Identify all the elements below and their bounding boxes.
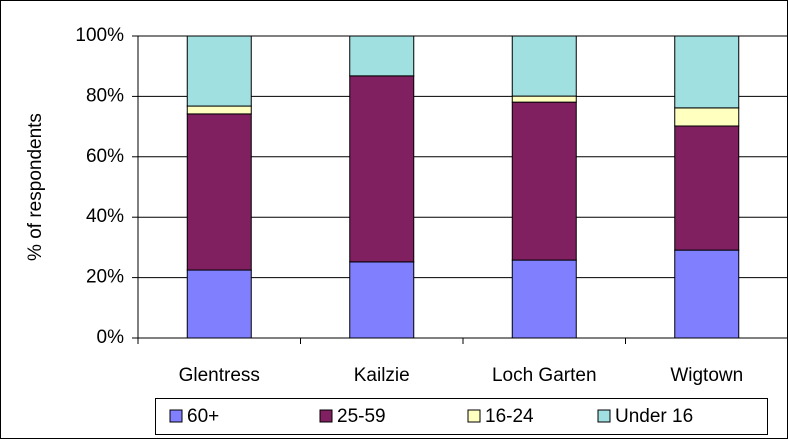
- x-tick-label: Glentress: [179, 365, 260, 386]
- bar-segment: [511, 101, 577, 261]
- x-tick-label: Kailzie: [354, 365, 410, 386]
- bar-segment: [511, 35, 577, 97]
- y-axis-label: % of respondents: [25, 113, 46, 261]
- legend-swatch: [467, 409, 481, 423]
- legend-label: 16-24: [485, 406, 534, 427]
- legend-swatch: [319, 409, 333, 423]
- legend-swatch: [597, 409, 611, 423]
- legend-label: 60+: [187, 406, 219, 427]
- y-tick-label: 60%: [86, 146, 124, 167]
- bar-segment: [674, 35, 740, 109]
- bar-segment: [186, 35, 252, 107]
- bar-segment: [511, 95, 577, 103]
- bar-segment: [186, 113, 252, 271]
- legend-box: [155, 398, 768, 435]
- bar-segment: [674, 125, 740, 251]
- y-tick-label: 100%: [75, 25, 124, 46]
- y-tick-label: 80%: [86, 85, 124, 106]
- x-tick-label: Wigtown: [670, 365, 743, 386]
- bar-segment: [186, 105, 252, 115]
- y-tick-label: 20%: [86, 267, 124, 288]
- bar-segment: [349, 75, 415, 263]
- bar-segment: [511, 259, 577, 339]
- bar-segment: [186, 269, 252, 339]
- legend-swatch: [169, 409, 183, 423]
- bar-segment: [674, 107, 740, 127]
- bar-segment: [674, 249, 740, 339]
- bar-segment: [349, 261, 415, 339]
- bar-segment: [349, 35, 415, 77]
- legend-label: Under 16: [615, 406, 693, 427]
- legend-label: 25-59: [337, 406, 386, 427]
- x-tick-label: Loch Garten: [492, 365, 597, 386]
- y-tick-label: 40%: [86, 206, 124, 227]
- y-tick-label: 0%: [97, 327, 125, 348]
